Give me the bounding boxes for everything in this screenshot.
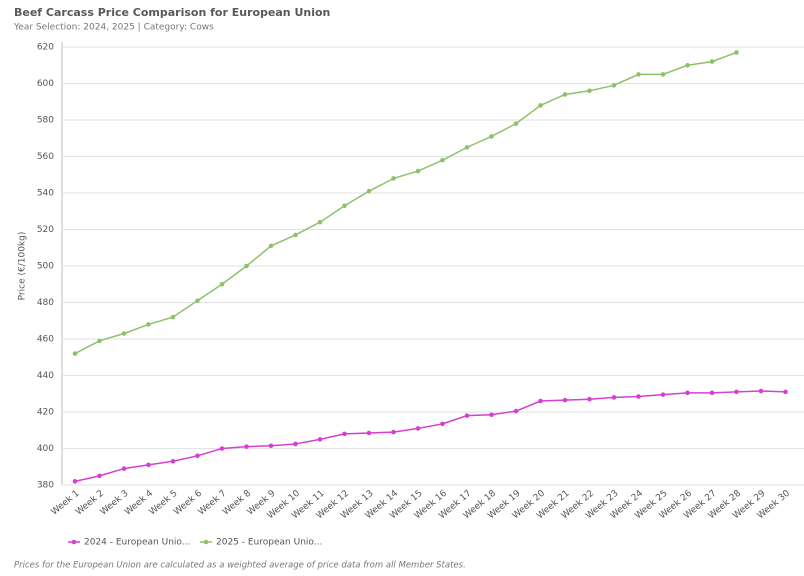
data-point xyxy=(734,50,739,55)
legend-dot xyxy=(203,539,209,545)
data-point xyxy=(440,421,445,427)
data-point xyxy=(97,338,102,344)
data-point xyxy=(513,121,519,126)
data-point xyxy=(489,412,494,418)
y-tick-label: 480 xyxy=(37,298,54,308)
data-point xyxy=(489,134,494,139)
y-tick-label: 540 xyxy=(37,189,54,199)
data-point xyxy=(758,388,764,394)
data-point xyxy=(219,446,225,451)
data-point xyxy=(268,443,274,449)
data-point xyxy=(244,444,249,449)
data-point xyxy=(440,157,445,163)
data-point xyxy=(244,263,249,269)
y-tick-label: 500 xyxy=(37,262,54,272)
y-tick-label: 440 xyxy=(37,371,54,381)
data-point xyxy=(366,430,372,436)
data-point xyxy=(464,145,470,150)
data-point xyxy=(146,322,151,327)
data-point xyxy=(660,392,666,397)
data-point xyxy=(391,176,396,181)
data-point xyxy=(783,389,788,395)
data-point xyxy=(293,232,298,238)
y-tick-label: 400 xyxy=(37,444,54,454)
data-point xyxy=(415,426,421,431)
chart-subtitle: Year Selection: 2024, 2025 | Category: C… xyxy=(13,23,214,33)
data-point xyxy=(219,281,225,287)
y-tick-label: 520 xyxy=(37,225,54,235)
data-point xyxy=(342,431,347,437)
data-point xyxy=(562,92,568,97)
y-tick-label: 380 xyxy=(37,481,54,491)
data-point xyxy=(268,243,274,249)
data-point xyxy=(636,72,641,77)
y-tick-label: 580 xyxy=(37,116,54,126)
data-point xyxy=(146,462,151,468)
data-point xyxy=(562,397,568,403)
data-point xyxy=(538,103,543,108)
y-tick-label: 600 xyxy=(37,79,54,89)
data-point xyxy=(97,473,102,479)
legend-label: 2025 - European Unio... xyxy=(216,538,322,548)
data-point xyxy=(195,298,200,303)
data-point xyxy=(709,390,715,396)
data-point xyxy=(121,331,127,336)
data-point xyxy=(660,72,666,77)
data-point xyxy=(734,389,739,395)
data-point xyxy=(464,413,470,418)
data-point xyxy=(709,59,715,64)
y-tick-label: 620 xyxy=(37,43,54,53)
data-point xyxy=(170,458,176,464)
chart-title: Beef Carcass Price Comparison for Europe… xyxy=(14,6,330,19)
data-point xyxy=(611,395,617,400)
y-tick-label: 420 xyxy=(37,408,54,418)
y-tick-label: 560 xyxy=(37,152,54,162)
data-point xyxy=(513,408,519,414)
data-point xyxy=(685,62,690,68)
data-point xyxy=(587,396,592,402)
data-point xyxy=(317,219,323,225)
data-point xyxy=(538,398,543,404)
y-tick-label: 460 xyxy=(37,335,54,345)
data-point xyxy=(170,314,176,320)
data-point xyxy=(611,83,617,88)
data-point xyxy=(293,441,298,447)
data-point xyxy=(121,466,127,471)
legend-label: 2024 - European Unio... xyxy=(84,538,190,548)
data-point xyxy=(72,351,78,356)
legend-dot xyxy=(71,539,77,545)
data-point xyxy=(685,390,690,396)
data-point xyxy=(391,429,396,435)
series-line xyxy=(74,390,786,483)
data-point xyxy=(587,88,592,94)
data-point xyxy=(366,188,372,194)
series-line xyxy=(74,51,737,355)
data-point xyxy=(72,479,78,484)
data-point xyxy=(195,453,200,459)
data-point xyxy=(342,203,347,209)
data-point xyxy=(415,168,421,174)
y-axis-label: Price (€/100kg) xyxy=(18,232,28,301)
data-point xyxy=(317,437,323,442)
data-point xyxy=(636,394,641,399)
footnote: Prices for the European Union are calcul… xyxy=(14,561,466,571)
